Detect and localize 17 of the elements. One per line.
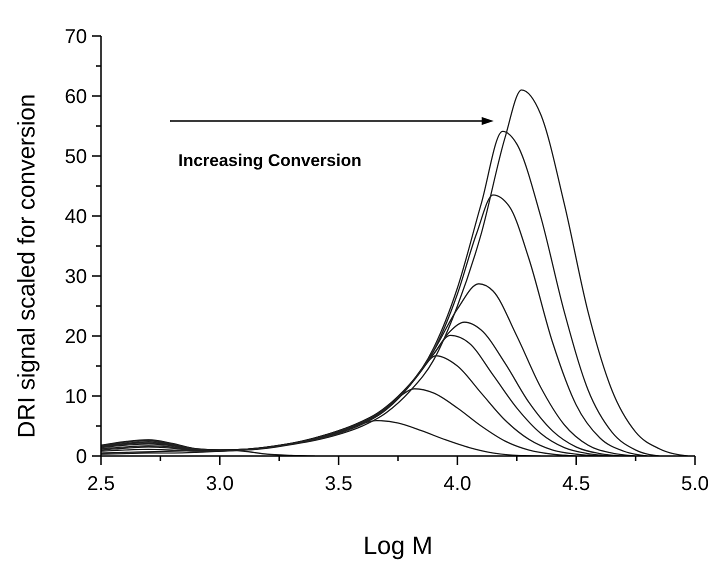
- x-axis-title: Log M: [362, 532, 434, 561]
- y-tick-label: 50: [64, 146, 87, 168]
- x-tick-label: 4.0: [443, 473, 472, 495]
- x-tick-label: 3.5: [324, 473, 353, 495]
- x-tick-label: 5.0: [681, 473, 709, 495]
- y-tick-label: 30: [64, 266, 87, 288]
- annotation: Increasing Conversion: [178, 151, 362, 171]
- y-tick-label: 40: [64, 206, 87, 228]
- y-tick-label: 0: [76, 446, 87, 468]
- y-tick-label: 70: [64, 26, 87, 48]
- y-tick-label: 20: [64, 326, 87, 348]
- x-tick-label: 4.5: [562, 473, 590, 495]
- y-tick-label: 10: [64, 386, 87, 408]
- y-axis-title: DRI signal scaled for conversion: [13, 94, 40, 438]
- y-tick-label: 60: [64, 86, 87, 108]
- x-tick-label: 2.5: [87, 473, 115, 495]
- x-tick-label: 3.0: [206, 473, 234, 495]
